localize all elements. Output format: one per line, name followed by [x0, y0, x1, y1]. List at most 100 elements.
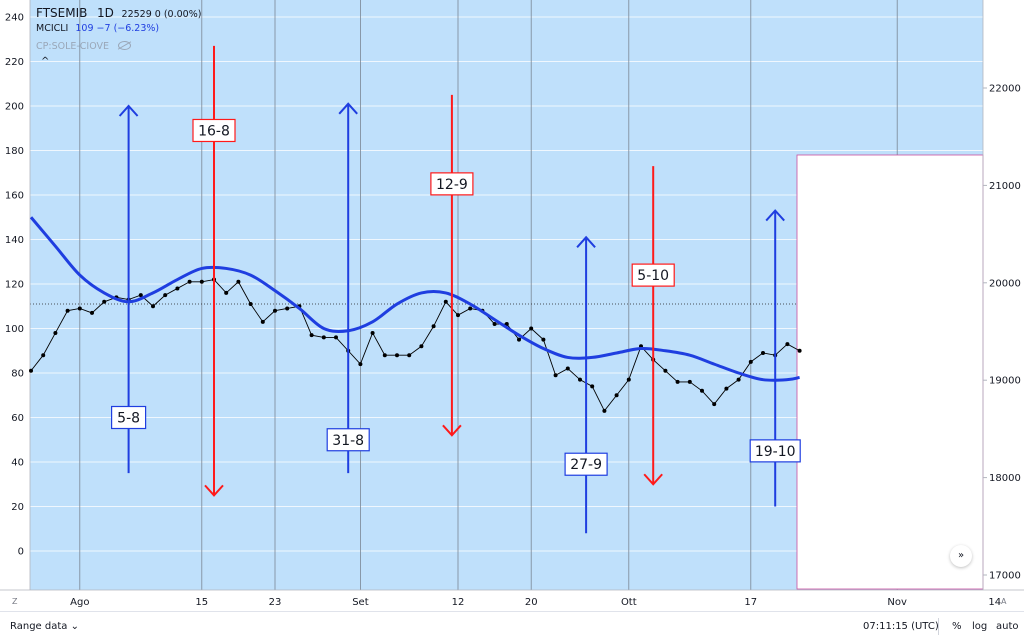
date-label-box: [430, 172, 474, 196]
cycle-arrow-head: [338, 102, 358, 115]
price-point: [541, 337, 546, 342]
x-tick-label: Set: [352, 597, 369, 608]
price-point: [77, 306, 82, 311]
left-tick-label: 140: [5, 235, 24, 246]
price-point: [273, 308, 277, 313]
x-tick-label: 15: [195, 597, 208, 608]
price-point: [578, 377, 582, 382]
date-label-box: [749, 439, 801, 463]
symbol-name[interactable]: FTSEMIB: [36, 6, 88, 20]
price-point: [590, 384, 595, 389]
x-tick-label: 12: [452, 597, 465, 608]
x-tick-label: Ago: [70, 597, 89, 608]
price-axis-right-corner[interactable]: A: [1001, 597, 1007, 606]
price-point: [761, 350, 765, 355]
price-point: [675, 379, 680, 384]
scroll-to-realtime-button[interactable]: »: [950, 545, 972, 567]
log-toggle[interactable]: log: [972, 621, 988, 632]
cycle-arrow-head: [576, 235, 596, 248]
price-point: [456, 313, 460, 318]
price-point: [53, 330, 58, 335]
x-tick-label: Nov: [887, 597, 907, 608]
price-point: [602, 408, 607, 413]
date-label: 19-10: [755, 444, 796, 460]
price-point: [407, 353, 412, 358]
cycle-arrow-head: [442, 424, 462, 437]
date-label-box: [192, 118, 236, 143]
collapse-legend-icon[interactable]: ^: [41, 56, 50, 67]
indicator-name[interactable]: MCICLI: [36, 23, 69, 34]
utc-clock[interactable]: 07:11:15 (UTC): [863, 621, 939, 632]
left-tick-label: 240: [5, 13, 24, 24]
percent-toggle[interactable]: %: [952, 621, 962, 632]
price-point: [199, 279, 204, 284]
x-tick-label: 17: [744, 597, 757, 608]
price-point: [419, 344, 424, 349]
hidden-indicator-name[interactable]: CP:SOLE-CIOVE: [36, 41, 110, 52]
left-tick-label: 200: [5, 102, 24, 113]
indicator-values: 109 −7 (−6.23%): [75, 23, 160, 34]
right-tick-label: 18000: [989, 473, 1021, 484]
price-point: [468, 306, 473, 311]
date-label: 5-10: [637, 268, 669, 284]
date-label-box: [564, 452, 608, 476]
price-point: [663, 368, 668, 373]
range-date-label: Range data: [10, 621, 68, 632]
cycle-arrow-head: [204, 484, 224, 497]
eye-hidden-icon[interactable]: [118, 41, 132, 50]
indicator-legend[interactable]: MCICLI 109 −7 (−6.23%): [36, 23, 159, 34]
x-tick-label: Ott: [621, 597, 637, 608]
hidden-indicator-legend[interactable]: CP:SOLE-CIOVE: [36, 40, 132, 52]
date-label: 5-8: [117, 411, 140, 427]
left-tick-label: 0: [18, 547, 24, 558]
price-point: [175, 286, 180, 291]
price-point: [614, 393, 619, 398]
price-point: [626, 377, 631, 382]
auto-toggle[interactable]: auto: [996, 621, 1019, 632]
symbol-header[interactable]: FTSEMIB 1D 22529 0 (0.00%): [36, 6, 201, 20]
date-label-box: [631, 263, 675, 287]
price-point: [285, 306, 290, 311]
price-point: [248, 302, 253, 307]
price-point: [443, 299, 448, 304]
price-point: [565, 366, 570, 371]
range-date-button[interactable]: Range data ⌄: [10, 621, 79, 632]
price-point: [224, 290, 229, 295]
chevron-down-icon: ⌄: [70, 621, 79, 632]
price-point: [260, 319, 265, 324]
price-point: [736, 377, 741, 382]
price-point: [65, 308, 70, 313]
price-point: [358, 362, 363, 367]
left-tick-label: 220: [5, 57, 24, 68]
price-point: [431, 324, 436, 329]
left-axis-panel: [0, 0, 30, 590]
price-point: [163, 293, 168, 298]
price-point: [395, 353, 399, 358]
right-tick-label: 22000: [989, 84, 1021, 95]
price-point: [797, 348, 802, 353]
date-label: 31-8: [332, 433, 364, 449]
price-point: [517, 337, 521, 342]
price-point: [700, 388, 704, 393]
price-point: [102, 299, 107, 304]
price-series-line: [30, 279, 800, 412]
price-point: [785, 342, 790, 347]
symbol-interval[interactable]: 1D: [97, 6, 114, 20]
left-tick-label: 20: [11, 502, 24, 513]
price-point: [504, 322, 509, 327]
left-tick-label: 120: [5, 280, 24, 291]
cycle-arrow-head: [118, 104, 139, 117]
date-label: 12-9: [436, 177, 468, 193]
toolbar-divider: [938, 618, 939, 635]
price-point: [138, 293, 143, 298]
date-label-box: [110, 405, 147, 430]
price-info: 22529 0 (0.00%): [121, 9, 202, 20]
price-point: [334, 335, 338, 340]
right-tick-label: 20000: [989, 278, 1021, 289]
price-point: [29, 368, 33, 373]
price-point: [687, 379, 692, 384]
right-tick-label: 17000: [989, 571, 1021, 582]
time-axis-left-corner[interactable]: Z: [12, 597, 18, 606]
left-tick-label: 80: [11, 369, 24, 380]
